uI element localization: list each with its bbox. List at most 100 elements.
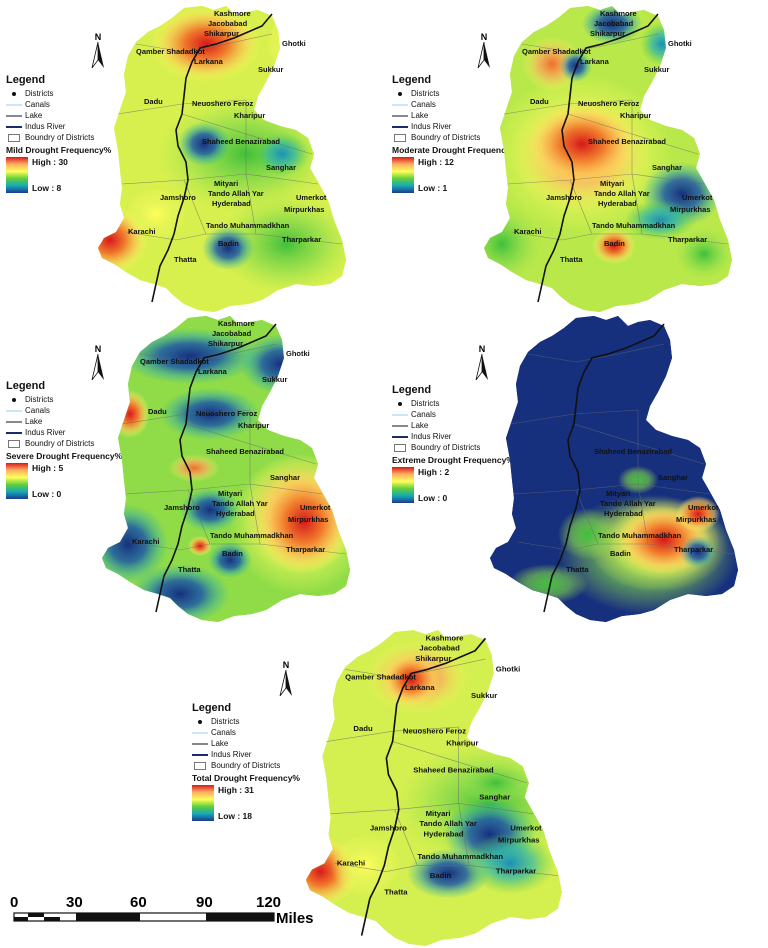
legend-item-indus-river: Indus River <box>6 121 111 132</box>
svg-text:Ghotki: Ghotki <box>286 349 310 358</box>
ramp-high: High : 12 <box>418 157 454 167</box>
svg-text:Mityari: Mityari <box>426 809 451 818</box>
scale-tick-120: 120 <box>256 894 281 911</box>
svg-text:Umerkot: Umerkot <box>300 503 331 512</box>
svg-text:Kharipur: Kharipur <box>234 111 265 120</box>
scale-unit: Miles <box>276 910 314 927</box>
svg-text:Shaheed Benazirabad: Shaheed Benazirabad <box>594 447 672 456</box>
ramp-title: Mild Drought Frequency% <box>6 145 112 155</box>
svg-text:Mityari: Mityari <box>214 179 238 188</box>
svg-text:Sanghar: Sanghar <box>266 163 296 172</box>
canal-line-icon <box>6 103 22 107</box>
scale-ruler <box>13 912 275 922</box>
north-arrow-icon <box>475 353 488 381</box>
svg-text:Hyderabad: Hyderabad <box>212 199 251 208</box>
svg-text:Umerkot: Umerkot <box>296 193 327 202</box>
dot-icon <box>6 397 22 403</box>
svg-text:Ghotki: Ghotki <box>496 664 521 673</box>
ramp-high: High : 2 <box>418 467 450 477</box>
svg-text:Sanghar: Sanghar <box>479 792 510 801</box>
canal-line-icon <box>192 731 208 735</box>
ramp-high: High : 31 <box>218 785 254 795</box>
north-arrow: N <box>90 32 106 70</box>
svg-text:Karachi: Karachi <box>128 227 156 236</box>
svg-text:Jamshoro: Jamshoro <box>164 503 200 512</box>
svg-text:Sukkur: Sukkur <box>644 65 670 74</box>
svg-text:Tando Allah Yar: Tando Allah Yar <box>212 499 268 508</box>
north-arrow: N <box>476 32 492 70</box>
svg-text:Karachi: Karachi <box>132 537 160 546</box>
svg-text:Shaheed Benazirabad: Shaheed Benazirabad <box>206 447 284 456</box>
ramp-low: Low : 18 <box>218 811 253 821</box>
svg-text:Kharipur: Kharipur <box>620 111 651 120</box>
svg-text:Ghotki: Ghotki <box>282 39 306 48</box>
svg-text:Sukkur: Sukkur <box>258 65 284 74</box>
svg-text:Thatta: Thatta <box>560 255 583 264</box>
legend-item-lake: Lake <box>6 110 111 121</box>
svg-text:Tando Muhammadkhan: Tando Muhammadkhan <box>592 221 676 230</box>
lake-line-icon <box>6 420 22 424</box>
svg-text:Umerkot: Umerkot <box>510 823 542 832</box>
svg-text:Mirpurkhas: Mirpurkhas <box>288 515 328 524</box>
svg-text:Larkana: Larkana <box>194 57 224 66</box>
svg-text:Tharparkar: Tharparkar <box>674 545 713 554</box>
svg-text:Kashmore: Kashmore <box>426 633 465 642</box>
svg-text:Jamshoro: Jamshoro <box>546 193 582 202</box>
svg-text:Tharparkar: Tharparkar <box>286 545 325 554</box>
ramp-low: Low : 8 <box>32 183 62 193</box>
svg-text:Shikarpur: Shikarpur <box>204 29 239 38</box>
legend-mild: Legend Districts Canals Lake Indus River… <box>6 74 111 193</box>
svg-text:Hyderabad: Hyderabad <box>598 199 637 208</box>
svg-text:Jacobabad: Jacobabad <box>419 644 460 653</box>
svg-text:Kashmore: Kashmore <box>600 9 637 18</box>
color-ramp: High : 12 Low : 1 <box>392 157 518 193</box>
svg-text:Tando Muhammadkhan: Tando Muhammadkhan <box>417 852 503 861</box>
svg-text:Mirpurkhas: Mirpurkhas <box>284 205 324 214</box>
svg-text:Mityari: Mityari <box>218 489 242 498</box>
svg-text:Qamber Shadadkot: Qamber Shadadkot <box>136 47 205 56</box>
dot-icon <box>392 91 408 97</box>
box-icon <box>392 443 408 452</box>
svg-text:Larkana: Larkana <box>580 57 610 66</box>
svg-text:Ghotki: Ghotki <box>668 39 692 48</box>
ramp-low: Low : 1 <box>418 183 448 193</box>
svg-text:Badin: Badin <box>430 871 452 880</box>
river-line-icon <box>392 125 408 129</box>
color-ramp: High : 2 Low : 0 <box>392 467 514 503</box>
scale-tick-90: 90 <box>196 894 213 911</box>
svg-text:Karachi: Karachi <box>337 858 365 867</box>
svg-text:Mityari: Mityari <box>606 489 630 498</box>
svg-text:Shikarpur: Shikarpur <box>590 29 625 38</box>
svg-text:Mirpurkhas: Mirpurkhas <box>498 836 540 845</box>
north-arrow: N <box>474 344 490 382</box>
north-arrow-icon <box>477 41 490 69</box>
river-line-icon <box>6 431 22 435</box>
svg-text:Thatta: Thatta <box>178 565 201 574</box>
svg-text:Tando Muhammadkhan: Tando Muhammadkhan <box>206 221 290 230</box>
svg-text:Umerkot: Umerkot <box>688 503 719 512</box>
river-line-icon <box>192 753 208 757</box>
svg-text:Neuoshero Feroz: Neuoshero Feroz <box>192 99 254 108</box>
svg-text:Sanghar: Sanghar <box>270 473 300 482</box>
svg-text:Shikarpur: Shikarpur <box>415 654 451 663</box>
box-icon <box>6 133 22 142</box>
svg-text:Thatta: Thatta <box>384 887 408 896</box>
svg-text:Kashmore: Kashmore <box>214 9 251 18</box>
svg-text:Shaheed Benazirabad: Shaheed Benazirabad <box>413 766 494 775</box>
svg-text:Qamber Shadadkot: Qamber Shadadkot <box>345 673 416 682</box>
canal-line-icon <box>392 103 408 107</box>
svg-text:Shaheed Benazirabad: Shaheed Benazirabad <box>202 137 280 146</box>
lake-line-icon <box>392 114 408 118</box>
svg-text:Dadu: Dadu <box>144 97 163 106</box>
svg-text:Neuoshero Feroz: Neuoshero Feroz <box>578 99 640 108</box>
svg-text:Dadu: Dadu <box>148 407 167 416</box>
svg-text:Jacobabad: Jacobabad <box>208 19 248 28</box>
ramp-title: Severe Drought Frequency% <box>6 451 123 461</box>
legend-item-boundary: Boundry of Districts <box>6 132 111 143</box>
svg-text:Badin: Badin <box>222 549 243 558</box>
ramp-title: Extreme Drought Frequency% <box>392 455 514 465</box>
